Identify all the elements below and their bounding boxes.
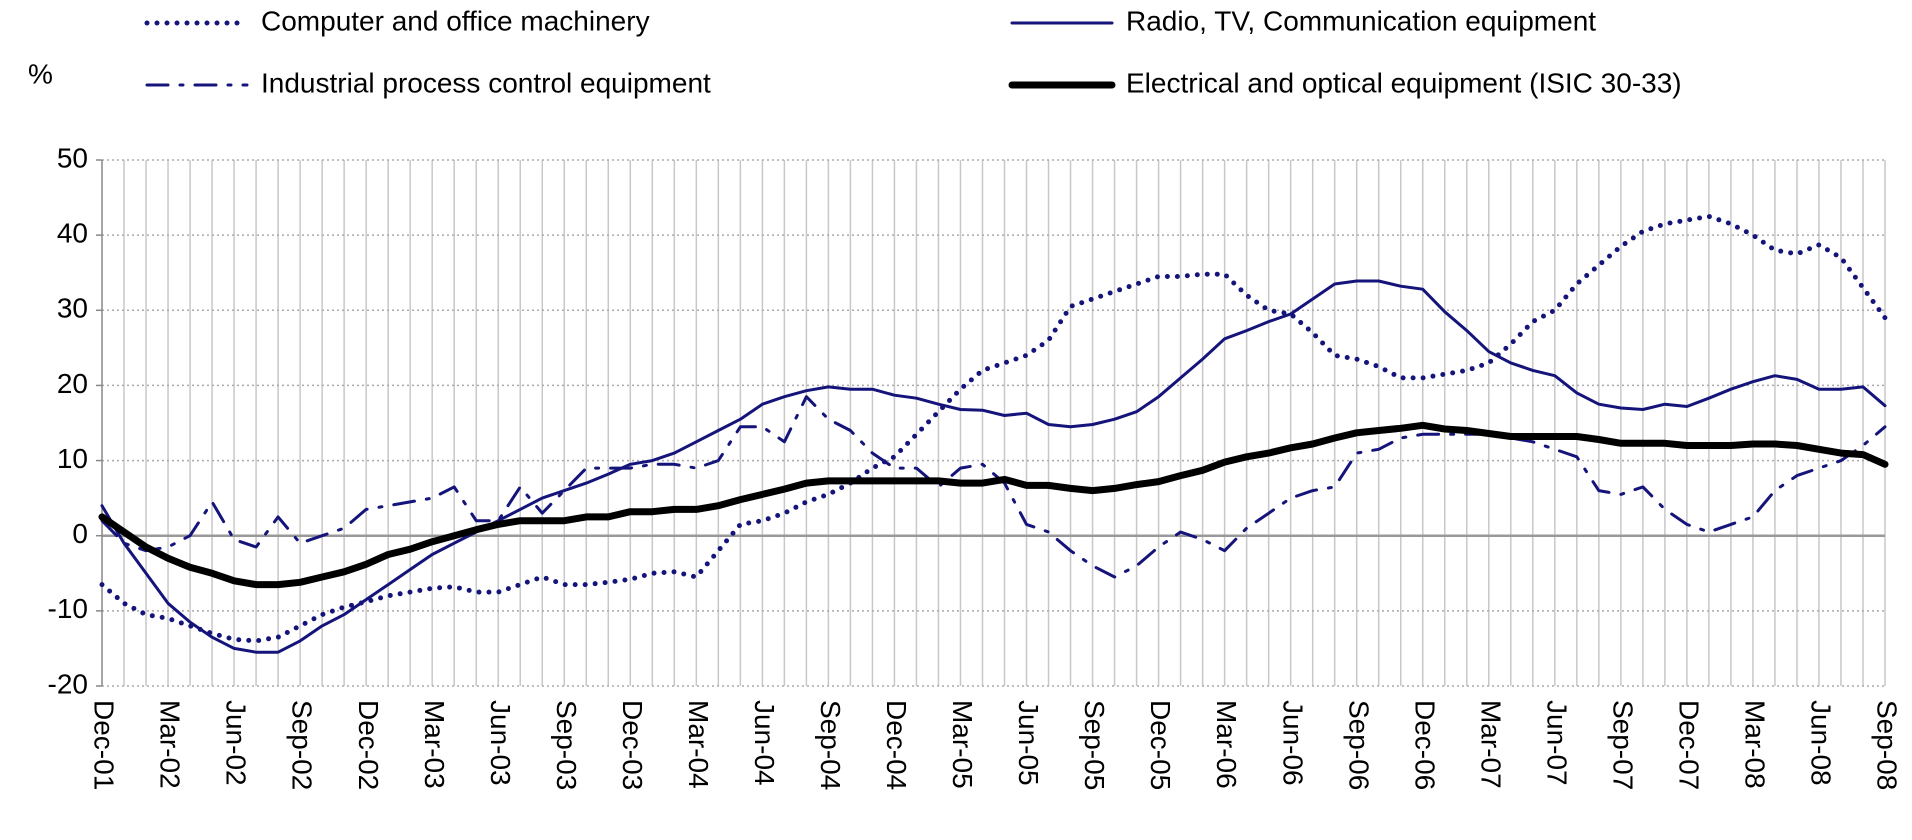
x-tick-label: Mar-07 — [1475, 700, 1506, 789]
y-tick-label: 20 — [57, 368, 88, 399]
x-tick-label: Sep-05 — [1079, 700, 1110, 790]
x-tick-label: Mar-05 — [947, 700, 978, 789]
y-tick-label: 40 — [57, 218, 88, 249]
legend-label: Industrial process control equipment — [261, 67, 711, 98]
legend-label: Computer and office machinery — [261, 5, 650, 36]
y-tick-label: 30 — [57, 293, 88, 324]
legend-label: Radio, TV, Communication equipment — [1126, 5, 1596, 36]
x-tick-label: Mar-03 — [419, 700, 450, 789]
x-tick-label: Jun-08 — [1806, 700, 1837, 786]
y-tick-label: 0 — [72, 518, 88, 549]
series-line — [100, 395, 1887, 579]
y-tick-label: -10 — [48, 593, 88, 624]
x-tick-label: Dec-05 — [1145, 700, 1176, 790]
x-tick-label: Sep-03 — [551, 700, 582, 790]
x-tick-label: Jun-07 — [1541, 700, 1572, 786]
x-tick-label: Mar-08 — [1740, 700, 1771, 789]
x-tick-label: Jun-04 — [749, 700, 780, 786]
y-axis-label: % — [28, 58, 53, 89]
x-tick-label: Sep-02 — [287, 700, 318, 790]
x-tick-label: Sep-06 — [1343, 700, 1374, 790]
y-tick-label: 50 — [57, 142, 88, 173]
x-tick-label: Mar-02 — [155, 700, 186, 789]
x-tick-label: Mar-06 — [1211, 700, 1242, 789]
y-tick-label: -20 — [48, 668, 88, 699]
x-tick-label: Dec-04 — [881, 700, 912, 790]
x-tick-label: Sep-07 — [1607, 700, 1638, 790]
x-tick-label: Jun-02 — [221, 700, 252, 786]
x-tick-label: Sep-08 — [1872, 700, 1903, 790]
x-tick-label: Jun-06 — [1277, 700, 1308, 786]
x-tick-label: Dec-02 — [353, 700, 384, 790]
y-tick-label: 10 — [57, 443, 88, 474]
x-tick-label: Jun-03 — [485, 700, 516, 786]
x-tick-label: Dec-07 — [1673, 700, 1704, 790]
series-line — [100, 279, 1887, 654]
x-tick-label: Dec-06 — [1409, 700, 1440, 790]
legend-label: Electrical and optical equipment (ISIC 3… — [1126, 67, 1682, 98]
x-tick-label: Dec-03 — [617, 700, 648, 790]
x-tick-label: Sep-04 — [815, 700, 846, 790]
x-tick-label: Jun-05 — [1013, 700, 1044, 786]
series-line — [98, 421, 1889, 589]
series-line — [99, 213, 1888, 644]
x-tick-label: Dec-01 — [89, 700, 120, 790]
x-tick-label: Mar-04 — [683, 700, 714, 789]
